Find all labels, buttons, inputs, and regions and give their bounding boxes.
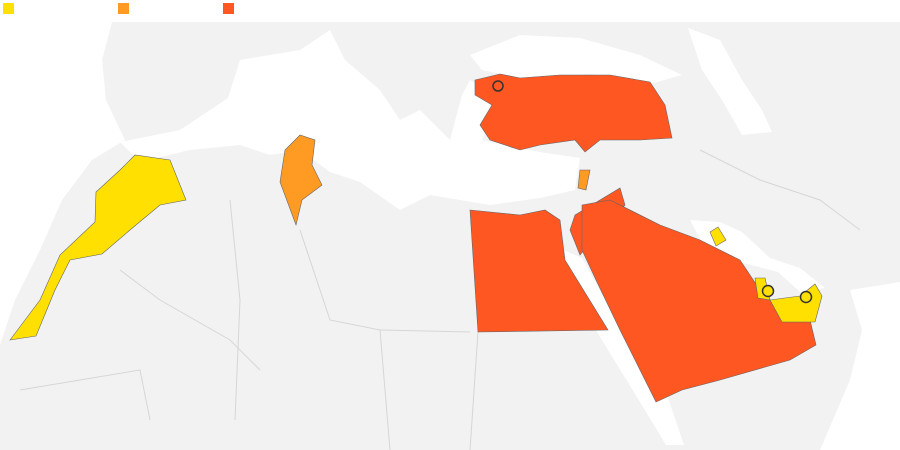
highlighted-countries [9, 73, 823, 403]
city-markers [492, 80, 813, 304]
country-morocco[interactable] [9, 154, 187, 341]
marker-doha[interactable] [761, 284, 775, 298]
country-lebanon[interactable] [577, 169, 591, 191]
country-borders [19, 149, 861, 450]
seas [0, 22, 900, 450]
marker-istanbul[interactable] [492, 80, 504, 92]
caspian-sea [688, 28, 772, 135]
country-qatar[interactable] [709, 226, 727, 247]
black-sea [470, 35, 682, 84]
country-saudi-arabia[interactable] [581, 199, 817, 403]
legend-swatch-orange[interactable] [118, 3, 129, 14]
atlantic-ocean [0, 22, 125, 345]
marker-dubai[interactable] [799, 290, 813, 304]
arabian-sea [820, 282, 900, 450]
country-egypt[interactable] [469, 209, 609, 333]
land-background [0, 22, 900, 450]
mediterranean-sea [120, 30, 580, 210]
map-legend [3, 2, 303, 14]
legend-swatch-yellow[interactable] [3, 3, 14, 14]
country-tunisia[interactable] [279, 134, 323, 227]
country-turkey[interactable] [474, 73, 673, 153]
legend-swatch-red[interactable] [223, 3, 234, 14]
